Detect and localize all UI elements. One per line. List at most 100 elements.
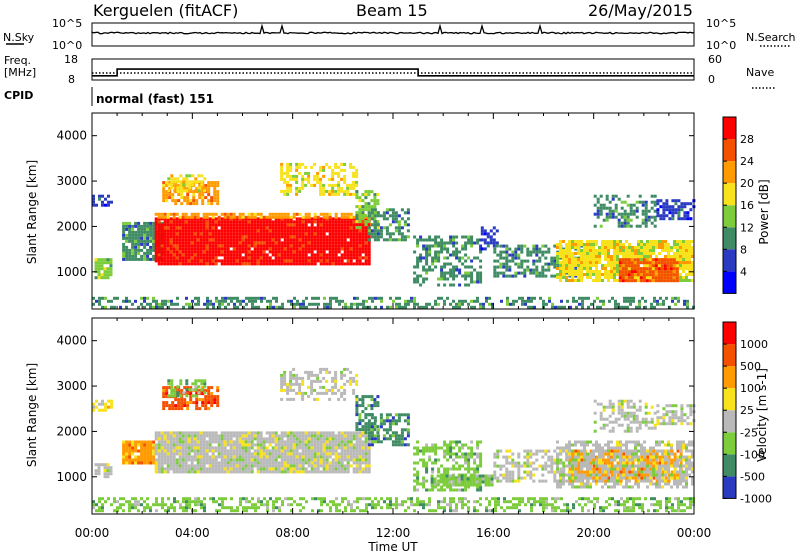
heatmap-cell bbox=[256, 256, 260, 260]
heatmap-cell bbox=[379, 232, 383, 236]
heatmap-cell bbox=[202, 440, 206, 444]
heatmap-cell bbox=[250, 223, 254, 227]
heatmap-cell bbox=[163, 452, 167, 456]
heatmap-cell bbox=[289, 440, 293, 444]
heatmap-cell bbox=[214, 212, 218, 216]
heatmap-cell bbox=[286, 461, 290, 465]
heatmap-cell bbox=[577, 276, 580, 279]
heatmap-cell bbox=[214, 470, 218, 474]
heatmap-cell bbox=[634, 255, 637, 258]
heatmap-cell bbox=[122, 449, 126, 453]
heatmap-cell bbox=[253, 262, 257, 266]
heatmap-cell bbox=[260, 296, 263, 300]
heatmap-cell bbox=[322, 467, 326, 471]
heatmap-cell bbox=[283, 434, 287, 438]
heatmap-cell bbox=[361, 199, 365, 203]
heatmap-cell bbox=[346, 461, 350, 465]
heatmap-cell bbox=[654, 273, 658, 277]
heatmap-cell bbox=[560, 299, 563, 303]
heatmap-cell bbox=[416, 241, 420, 245]
heatmap-cell bbox=[298, 253, 302, 257]
heatmap-cell bbox=[95, 399, 98, 403]
heatmap-cell bbox=[659, 302, 662, 306]
heatmap-cell bbox=[523, 271, 527, 275]
heatmap-cell bbox=[280, 217, 284, 221]
heatmap-cell bbox=[253, 461, 257, 465]
heatmap-cell bbox=[556, 262, 560, 266]
heatmap-cell bbox=[319, 241, 323, 245]
heatmap-cell bbox=[319, 212, 323, 216]
heatmap-cell bbox=[358, 235, 362, 239]
heatmap-cell bbox=[607, 246, 610, 249]
heatmap-cell bbox=[355, 244, 359, 248]
heatmap-cell bbox=[289, 467, 293, 471]
heatmap-cell bbox=[202, 431, 206, 435]
heatmap-cell bbox=[190, 250, 194, 254]
heatmap-cell bbox=[595, 270, 598, 273]
heatmap-cell bbox=[163, 238, 167, 242]
heatmap-cell bbox=[628, 246, 631, 249]
heatmap-cell bbox=[667, 243, 670, 246]
heatmap-cell bbox=[268, 232, 272, 236]
heatmap-cell bbox=[328, 241, 332, 245]
heatmap-cell bbox=[646, 264, 649, 267]
heatmap-cell bbox=[592, 246, 595, 249]
heatmap-cell bbox=[676, 264, 679, 267]
heatmap-cell bbox=[157, 217, 161, 221]
heatmap-cell bbox=[157, 256, 161, 260]
heatmap-cell bbox=[211, 458, 215, 462]
heatmap-cell bbox=[328, 215, 332, 219]
heatmap-cell bbox=[199, 229, 203, 233]
heatmap-cell bbox=[304, 443, 308, 447]
heatmap-cell bbox=[346, 259, 350, 263]
heatmap-cell bbox=[686, 211, 690, 215]
heatmap-cell bbox=[241, 461, 245, 465]
heatmap-cell bbox=[172, 452, 176, 456]
heatmap-cell bbox=[304, 183, 308, 187]
heatmap-cell bbox=[331, 189, 335, 193]
heatmap-cell bbox=[391, 214, 395, 218]
heatmap-cell bbox=[262, 238, 266, 242]
heatmap-cell bbox=[593, 212, 597, 216]
heatmap-cell bbox=[259, 259, 263, 263]
heatmap-cell bbox=[134, 248, 138, 252]
heatmap-cell bbox=[166, 244, 170, 248]
heatmap-cell bbox=[310, 455, 314, 459]
heatmap-cell bbox=[242, 299, 245, 303]
heatmap-cell bbox=[271, 250, 275, 254]
heatmap-cell bbox=[313, 247, 317, 251]
heatmap-cell bbox=[223, 452, 227, 456]
heatmap-cell bbox=[398, 302, 401, 306]
heatmap-cell bbox=[301, 449, 305, 453]
heatmap-cell bbox=[304, 232, 308, 236]
heatmap-cell bbox=[620, 206, 624, 210]
heatmap-cell bbox=[334, 223, 338, 227]
heatmap-cell bbox=[355, 449, 359, 453]
heatmap-cell bbox=[367, 452, 371, 456]
heatmap-cell bbox=[247, 250, 251, 254]
heatmap-cell bbox=[355, 238, 359, 242]
heatmap-cell bbox=[175, 464, 179, 468]
heatmap-cell bbox=[125, 452, 129, 456]
heatmap-cell bbox=[172, 226, 176, 230]
heatmap-cell bbox=[319, 443, 323, 447]
heatmap-cell bbox=[277, 226, 281, 230]
heatmap-cell bbox=[307, 452, 311, 456]
heatmap-cell bbox=[101, 203, 104, 207]
heatmap-cell bbox=[169, 467, 173, 471]
heatmap-cell bbox=[295, 232, 299, 236]
heatmap-cell bbox=[616, 273, 619, 276]
heatmap-cell bbox=[253, 455, 257, 459]
heatmap-cell bbox=[166, 262, 170, 266]
heatmap-cell bbox=[449, 235, 453, 239]
heatmap-cell bbox=[434, 259, 438, 263]
heatmap-cell bbox=[187, 467, 191, 471]
heatmap-cell bbox=[663, 270, 667, 274]
heatmap-cell bbox=[613, 261, 616, 264]
heatmap-cell bbox=[608, 215, 612, 219]
heatmap-cell bbox=[370, 190, 374, 194]
heatmap-cell bbox=[140, 302, 143, 306]
heatmap-cell bbox=[310, 183, 314, 187]
heatmap-cell bbox=[226, 232, 230, 236]
heatmap-cell bbox=[170, 391, 174, 395]
